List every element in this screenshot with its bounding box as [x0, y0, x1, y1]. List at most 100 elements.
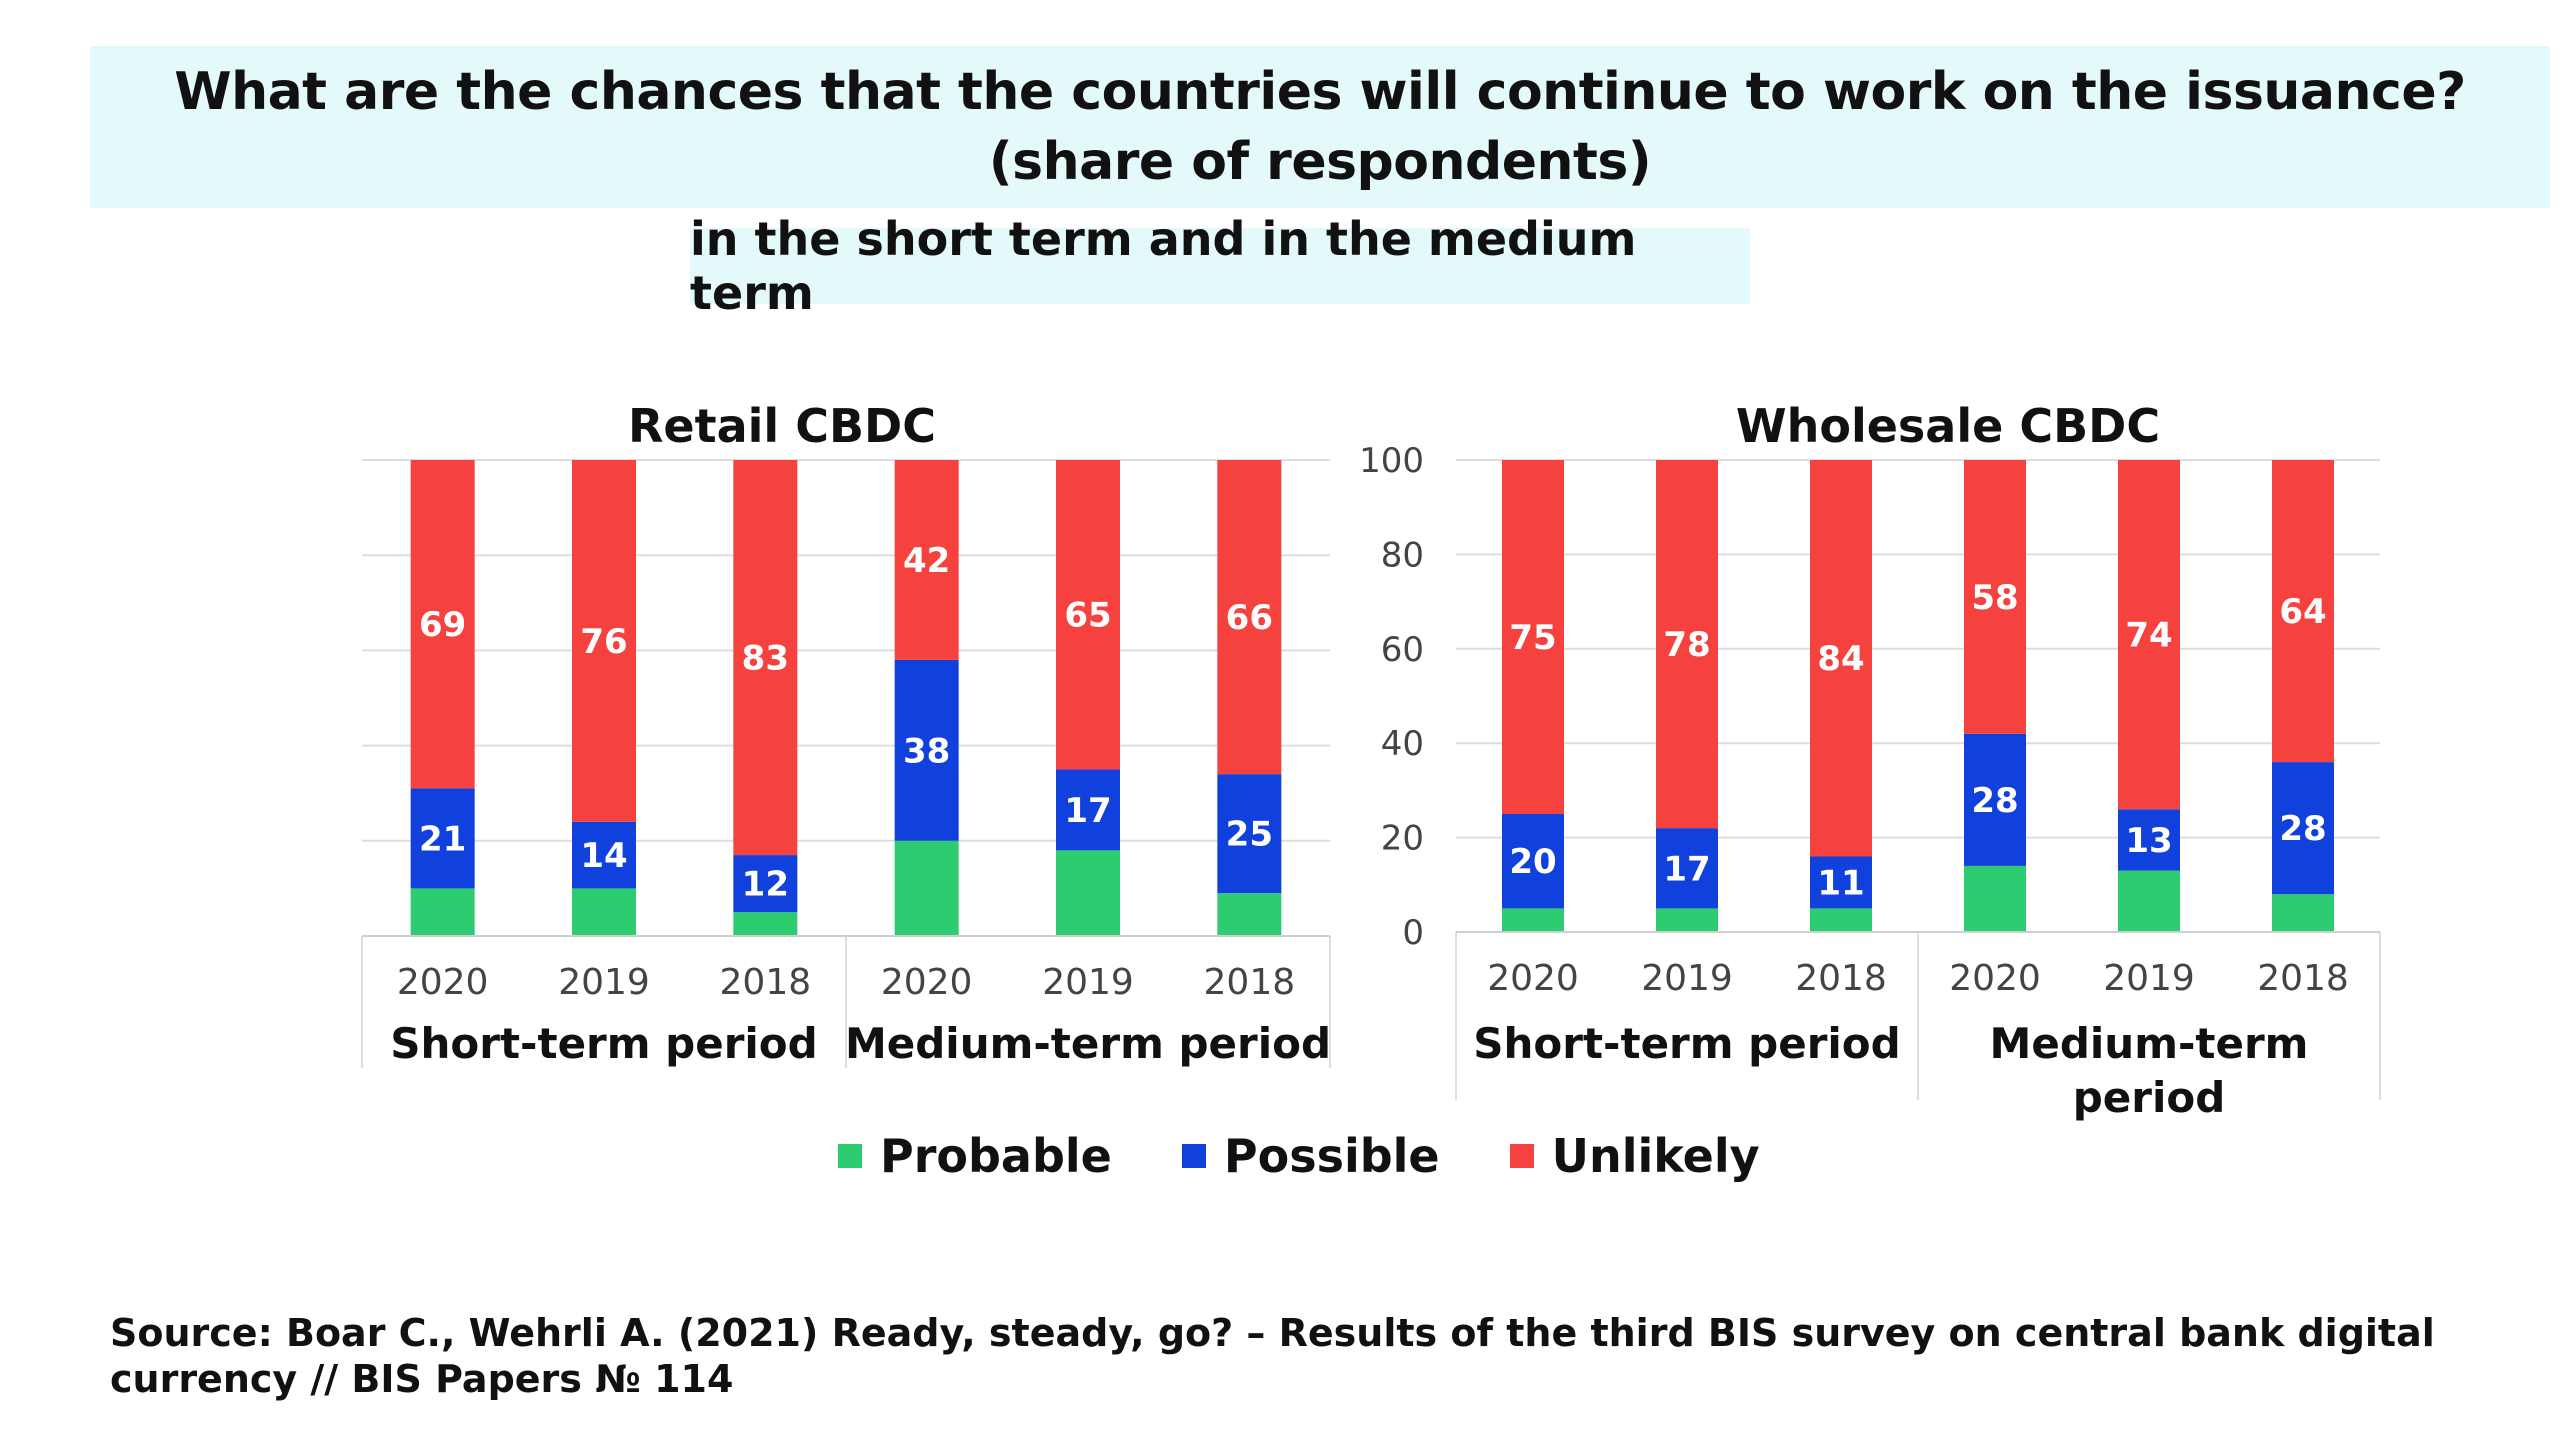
wholesale-data-label: 28 [1971, 781, 2018, 821]
wholesale-data-label: 13 [2125, 821, 2172, 861]
wholesale-bar-unlikely [1810, 460, 1872, 857]
wholesale-data-label: 84 [1817, 639, 1864, 679]
legend-item-probable: Probable [838, 1129, 1112, 1183]
wholesale-x-tick-label: 2019 [1641, 958, 1733, 999]
retail-bar-possible [1056, 769, 1120, 851]
legend-item-possible: Possible [1181, 1129, 1440, 1183]
retail-x-tick-label: 2019 [1042, 962, 1134, 1003]
retail-bar-possible [894, 659, 959, 841]
retail-data-label: 38 [903, 731, 950, 771]
wholesale-bar-possible [1656, 828, 1718, 909]
wholesale-group-label: period [2073, 1073, 2226, 1122]
retail-bar-possible [1217, 774, 1282, 894]
retail-bar-unlikely [572, 460, 636, 822]
wholesale-x-tick-label: 2020 [1949, 958, 2041, 999]
wholesale-bar-probable [1810, 908, 1872, 932]
retail-x-tick-label: 2020 [881, 962, 973, 1003]
y-tick-label: 80 [1381, 535, 1424, 575]
retail-x-tick-label: 2018 [1204, 962, 1296, 1003]
wholesale-x-tick-label: 2018 [2257, 958, 2349, 999]
wholesale-bar-possible [2118, 809, 2180, 871]
wholesale-chart-title: Wholesale CBDC [1736, 399, 2160, 453]
y-tick-label: 40 [1381, 724, 1424, 764]
retail-data-label: 42 [903, 541, 950, 581]
wholesale-data-label: 28 [2279, 809, 2326, 849]
retail-bar-probable [572, 888, 636, 936]
retail-bar-unlikely [733, 460, 798, 856]
wholesale-data-label: 64 [2279, 592, 2326, 632]
legend-swatch-possible [1181, 1144, 1206, 1168]
legend-label-unlikely: Unlikely [1551, 1129, 1760, 1183]
wholesale-data-label: 11 [1817, 863, 1864, 903]
wholesale-data-label: 17 [1663, 849, 1710, 889]
retail-data-label: 69 [419, 605, 466, 645]
legend-label-probable: Probable [880, 1129, 1112, 1183]
wholesale-bar-possible [2272, 762, 2334, 895]
wholesale-bar-unlikely [1964, 460, 2026, 734]
wholesale-data-label: 74 [2125, 616, 2172, 656]
wholesale-bar-probable [1656, 908, 1718, 932]
wholesale-bar-probable [1502, 908, 1564, 932]
y-tick-label: 60 [1381, 630, 1424, 670]
legend: Probable Possible Unlikely [838, 1128, 1830, 1184]
wholesale-bar-unlikely [1502, 460, 1564, 814]
wholesale-data-label: 58 [1971, 578, 2018, 618]
wholesale-group-label: Short-term period [1473, 1019, 1900, 1068]
retail-group-label: Short-term period [390, 1019, 817, 1068]
retail-data-label: 76 [580, 622, 627, 662]
wholesale-data-label: 78 [1663, 625, 1710, 665]
legend-label-possible: Possible [1223, 1129, 1440, 1183]
retail-x-tick-label: 2020 [397, 962, 489, 1003]
retail-x-tick-label: 2019 [558, 962, 650, 1003]
retail-data-label: 66 [1226, 598, 1273, 638]
wholesale-bar-possible [1810, 856, 1872, 909]
chart-main-title: What are the chances that the countries … [174, 62, 2466, 122]
retail-bar-probable [894, 840, 959, 936]
wholesale-x-tick-label: 2019 [2103, 958, 2195, 999]
source-line-2: currency // BIS Papers № 114 [110, 1357, 734, 1401]
retail-bar-probable [1217, 893, 1282, 936]
retail-bar-possible [410, 788, 475, 889]
retail-chart-title: Retail CBDC [628, 399, 936, 453]
source-line-1: Source: Boar C., Wehrli A. (2021) Ready,… [110, 1311, 2435, 1355]
retail-x-tick-label: 2018 [720, 962, 812, 1003]
retail-data-label: 12 [742, 865, 789, 905]
retail-data-label: 65 [1064, 596, 1111, 636]
wholesale-x-tick-label: 2020 [1487, 958, 1579, 999]
retail-bar-unlikely [1217, 460, 1282, 775]
wholesale-bar-unlikely [1656, 460, 1718, 829]
y-tick-label: 100 [1359, 441, 1424, 481]
wholesale-bar-unlikely [2272, 460, 2334, 763]
retail-data-label: 14 [580, 836, 627, 876]
retail-data-label: 17 [1064, 791, 1111, 831]
retail-group-label: Medium-term period [845, 1019, 1331, 1068]
title-band: What are the chances that the countries … [90, 46, 2550, 208]
legend-swatch-unlikely [1509, 1144, 1534, 1168]
retail-bar-probable [733, 912, 798, 936]
wholesale-x-tick-label: 2018 [1795, 958, 1887, 999]
wholesale-data-label: 20 [1509, 842, 1556, 882]
retail-bar-possible [572, 821, 636, 889]
legend-item-unlikely: Unlikely [1509, 1129, 1760, 1183]
retail-bar-probable [410, 888, 475, 936]
retail-bar-probable [1056, 850, 1120, 936]
retail-data-label: 21 [419, 819, 466, 859]
retail-data-label: 25 [1226, 815, 1273, 855]
y-tick-label: 20 [1381, 819, 1424, 859]
wholesale-data-label: 75 [1509, 618, 1556, 658]
retail-bar-possible [733, 855, 798, 913]
wholesale-bar-probable [2118, 870, 2180, 932]
wholesale-bar-unlikely [2118, 460, 2180, 810]
wholesale-group-label: Medium-term [1990, 1019, 2309, 1068]
source-citation: Source: Boar C., Wehrli A. (2021) Ready,… [110, 1310, 2510, 1402]
retail-bar-unlikely [410, 460, 475, 789]
wholesale-bar-possible [1964, 733, 2026, 866]
y-tick-label: 0 [1402, 913, 1424, 953]
wholesale-bar-probable [2272, 894, 2334, 932]
wholesale-bar-probable [1964, 865, 2026, 932]
wholesale-bar-possible [1502, 814, 1564, 909]
retail-bar-unlikely [1056, 460, 1120, 770]
chart-main-title-units: (share of respondents) [988, 132, 1652, 192]
retail-bar-unlikely [894, 460, 959, 660]
